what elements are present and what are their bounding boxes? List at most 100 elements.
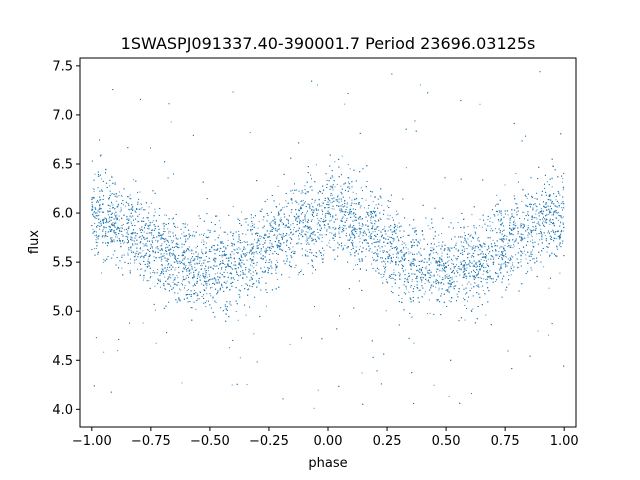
data-point xyxy=(157,241,159,243)
data-point xyxy=(473,270,475,272)
data-point xyxy=(415,277,417,279)
data-point xyxy=(502,230,504,232)
data-point xyxy=(284,226,286,228)
data-point xyxy=(236,252,238,254)
data-point xyxy=(546,181,548,183)
data-point xyxy=(331,232,333,234)
data-point xyxy=(118,195,120,197)
data-point xyxy=(378,268,380,270)
data-point xyxy=(121,240,123,242)
data-point xyxy=(301,269,303,271)
data-point xyxy=(481,264,483,266)
data-point xyxy=(520,259,522,261)
data-point xyxy=(362,251,364,253)
data-point xyxy=(229,303,231,305)
data-point xyxy=(302,226,304,228)
data-point xyxy=(280,248,282,250)
data-point xyxy=(265,240,267,242)
data-point xyxy=(227,233,229,235)
data-point xyxy=(212,297,214,299)
data-point xyxy=(470,246,472,248)
data-point xyxy=(279,210,281,212)
data-point xyxy=(379,250,381,252)
data-point xyxy=(482,273,484,275)
data-point xyxy=(155,342,157,344)
data-point xyxy=(552,214,554,216)
data-point xyxy=(169,252,171,254)
data-point xyxy=(408,253,410,255)
data-point xyxy=(534,197,536,199)
data-point xyxy=(242,269,244,271)
data-point xyxy=(112,204,114,206)
data-point xyxy=(297,274,299,276)
data-point xyxy=(561,207,563,209)
data-point xyxy=(393,256,395,258)
data-point xyxy=(489,225,491,227)
data-point xyxy=(421,271,423,273)
data-point xyxy=(510,266,512,268)
data-point xyxy=(170,231,172,233)
data-point xyxy=(393,231,395,233)
data-point xyxy=(504,184,506,186)
data-point xyxy=(526,197,528,199)
data-point xyxy=(437,274,439,276)
data-point xyxy=(93,216,95,218)
data-point xyxy=(119,211,121,213)
data-point xyxy=(531,251,533,253)
data-point xyxy=(313,231,315,233)
data-point xyxy=(178,288,180,290)
data-point xyxy=(352,246,354,248)
data-point xyxy=(449,256,451,258)
data-point xyxy=(438,287,440,289)
data-point xyxy=(540,231,542,233)
data-point xyxy=(475,266,477,268)
data-point xyxy=(293,229,295,231)
data-point xyxy=(253,245,255,247)
data-point xyxy=(213,230,215,232)
data-point xyxy=(476,261,478,263)
data-point xyxy=(195,251,197,253)
data-point xyxy=(199,298,201,300)
data-point xyxy=(345,211,347,213)
data-point xyxy=(261,276,263,278)
data-point xyxy=(411,279,413,281)
data-point xyxy=(120,207,122,209)
data-point xyxy=(479,277,481,279)
data-point xyxy=(503,239,505,241)
data-point xyxy=(327,197,329,199)
data-point xyxy=(456,293,458,295)
data-point xyxy=(383,228,385,230)
data-point xyxy=(560,221,562,223)
data-point xyxy=(470,256,472,258)
data-point xyxy=(372,257,374,259)
data-point xyxy=(110,193,112,195)
data-point xyxy=(479,261,481,263)
data-point xyxy=(115,236,116,238)
data-point xyxy=(332,187,334,189)
data-point xyxy=(467,300,469,302)
data-point xyxy=(161,265,163,267)
data-point xyxy=(463,241,465,243)
data-point xyxy=(355,193,357,195)
data-point xyxy=(175,237,177,239)
data-point xyxy=(445,271,447,273)
data-point xyxy=(500,220,502,222)
data-point xyxy=(555,199,557,201)
data-point xyxy=(245,314,247,316)
data-point xyxy=(100,198,102,200)
data-point xyxy=(224,253,226,255)
data-point xyxy=(485,266,487,268)
data-point xyxy=(502,222,504,224)
data-point xyxy=(433,275,435,277)
data-point xyxy=(448,286,450,288)
data-point xyxy=(239,357,241,359)
data-point xyxy=(197,256,199,258)
data-point xyxy=(462,297,464,299)
data-point xyxy=(466,267,468,269)
data-point xyxy=(107,243,109,245)
data-point xyxy=(463,266,465,268)
data-point xyxy=(118,191,120,193)
data-point xyxy=(175,261,177,263)
data-point xyxy=(475,247,477,249)
data-point xyxy=(353,268,355,270)
